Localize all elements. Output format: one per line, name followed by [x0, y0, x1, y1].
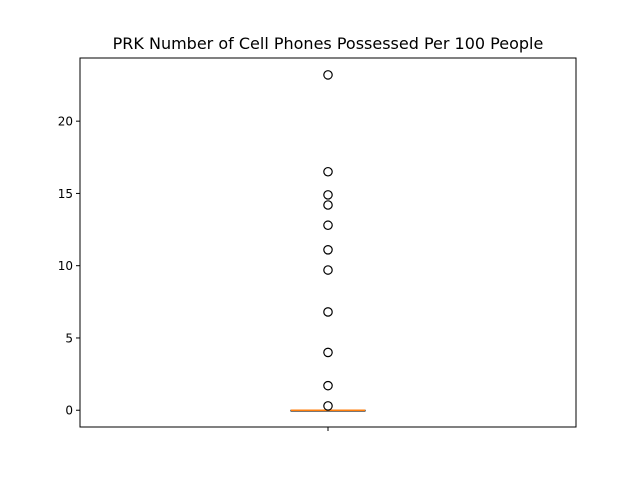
outlier-point	[323, 200, 333, 210]
y-tick-label: 5	[65, 331, 73, 345]
outlier-point	[323, 70, 333, 80]
outlier-point	[323, 166, 333, 177]
outlier-point	[323, 307, 333, 317]
chart-title: PRK Number of Cell Phones Possessed Per …	[113, 34, 544, 53]
outlier-group	[323, 70, 333, 411]
outlier-point	[323, 220, 333, 231]
y-tick-label: 20	[58, 115, 73, 129]
outlier-point	[323, 190, 333, 200]
outlier-point	[323, 244, 333, 255]
y-axis: 0 5 10 15 20	[58, 115, 80, 418]
outlier-point	[323, 347, 333, 358]
plot-frame	[79, 57, 577, 428]
y-tick-label: 0	[65, 404, 73, 418]
y-tick-label: 15	[58, 187, 73, 201]
outlier-point	[323, 401, 333, 411]
y-tick-label: 10	[58, 259, 73, 273]
outlier-point	[323, 380, 333, 391]
outlier-point	[323, 265, 333, 275]
